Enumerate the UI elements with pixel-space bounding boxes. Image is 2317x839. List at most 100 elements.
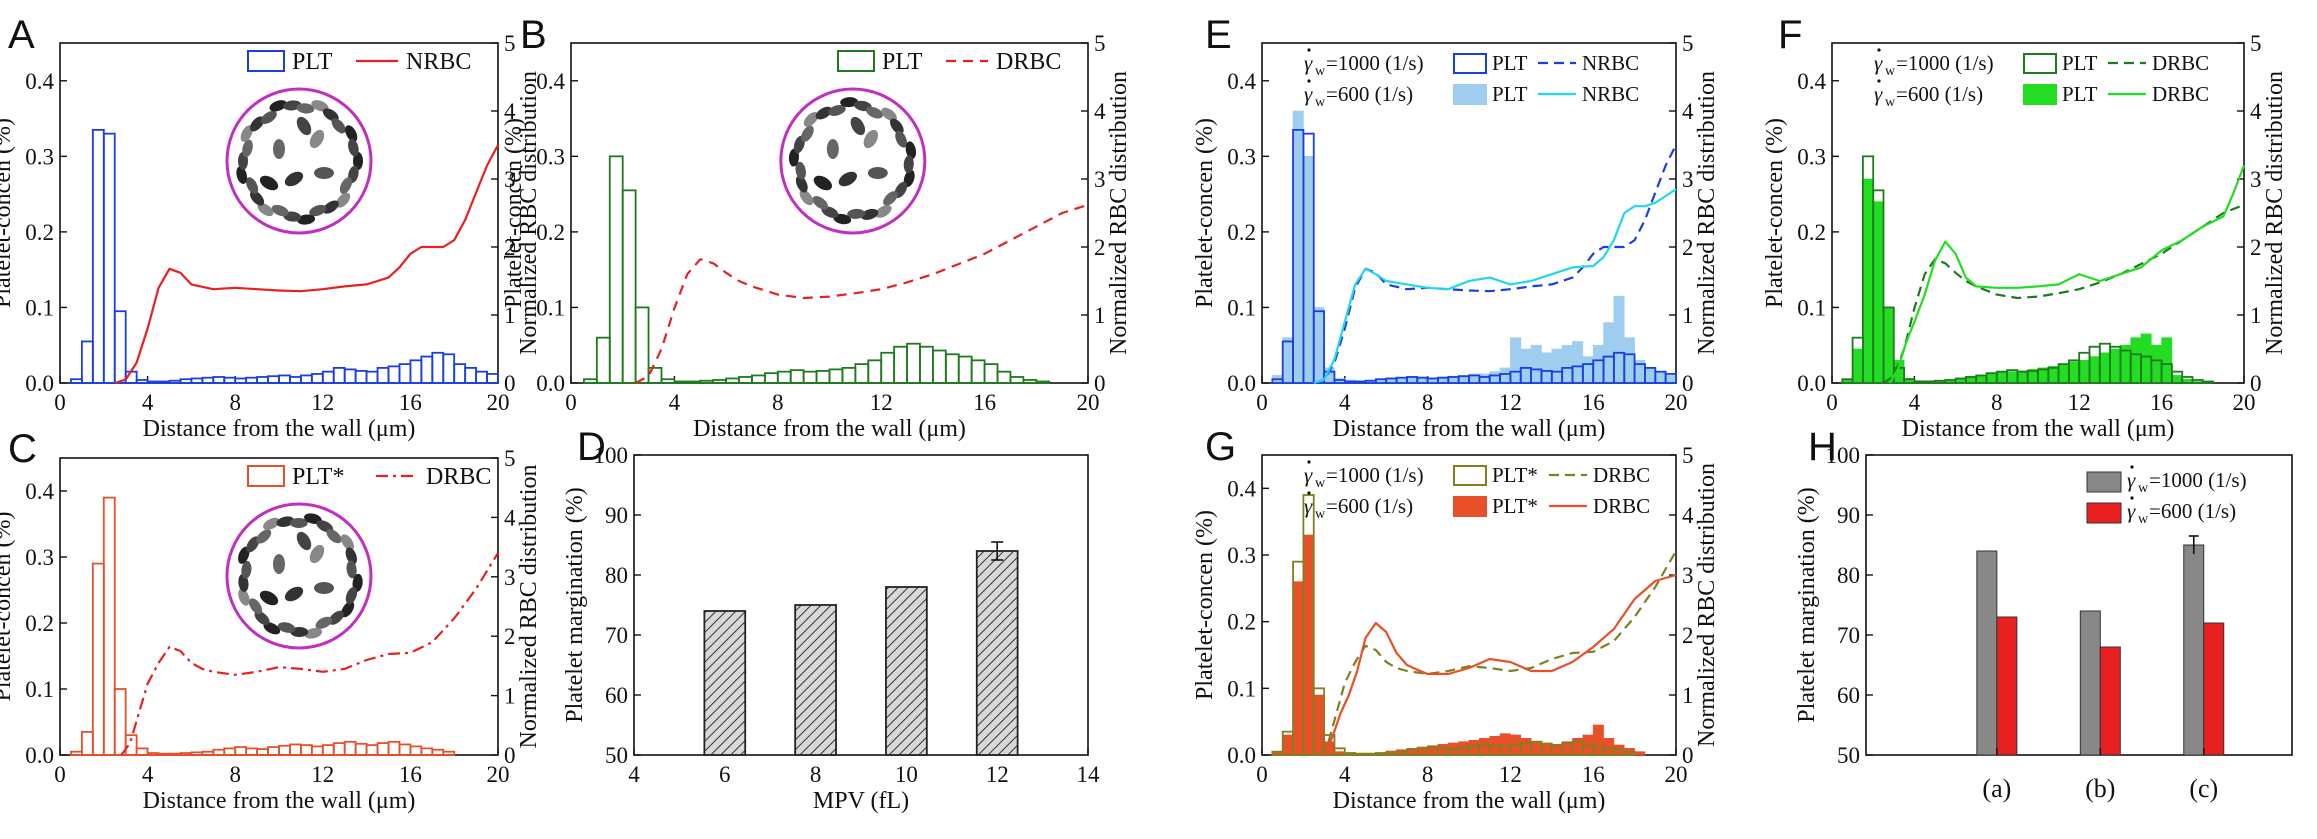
rbc-cell (296, 116, 312, 136)
rbc-cell (277, 622, 296, 633)
rbc-cell (905, 141, 917, 160)
x-tick-label: 16 (973, 390, 996, 415)
bar (442, 353, 456, 384)
y2-axis-label: Normalized RBC distribution (2262, 71, 2288, 355)
bar (1613, 295, 1625, 384)
x-tick-label: 0 (1256, 390, 1268, 415)
x-tick-label: 8 (810, 762, 822, 787)
bar (157, 752, 171, 756)
rbc-cell (875, 205, 892, 218)
bar (1655, 371, 1666, 384)
bar (365, 370, 379, 384)
bar (157, 380, 171, 384)
series-line (635, 203, 1089, 384)
gamma-subscript: w (1315, 507, 1326, 522)
x-tick-label: 6 (719, 762, 731, 787)
gamma-value: =1000 (1/s) (1896, 51, 1994, 75)
bar (1520, 348, 1532, 384)
y-tick-label: 0.3 (1797, 144, 1826, 169)
x-axis-label: Distance from the wall (μm) (143, 788, 416, 814)
bar (1303, 156, 1315, 384)
bar (2099, 352, 2111, 384)
panel-letter: C (8, 427, 37, 471)
bar (113, 688, 127, 756)
bar (256, 748, 269, 756)
bar (332, 366, 346, 384)
bar (1665, 375, 1677, 384)
y-tick-label: 0.3 (536, 144, 565, 169)
rbc-cell (850, 116, 866, 136)
bar (1883, 307, 1895, 384)
gamma-subscript: w (2138, 481, 2149, 496)
y2-tick-label: 5 (1094, 31, 1106, 56)
panel-letter: B (520, 13, 547, 57)
bar (647, 366, 663, 384)
bar (201, 376, 215, 384)
gamma-dot (1877, 79, 1881, 83)
bar (1035, 380, 1051, 384)
x-tick-label: 4 (142, 390, 154, 415)
gamma-value: =600 (1/s) (1326, 82, 1413, 106)
bar (854, 363, 870, 384)
bar (310, 373, 324, 384)
bar (431, 748, 445, 756)
bar (1468, 740, 1480, 756)
y2-tick-label: 3 (1682, 167, 1694, 192)
x-tick-label: 0 (54, 390, 66, 415)
panel-c: C0.00.10.20.30.40 4 8 12 16 20012345Normalize… (0, 427, 542, 814)
rbc-cell (236, 166, 248, 184)
rbc-cell (289, 518, 308, 529)
rbc-cell (326, 529, 342, 544)
series-line (120, 552, 499, 756)
bar (944, 353, 960, 384)
y2-tick-label: 0 (504, 371, 516, 396)
y-tick-label: 0.0 (25, 371, 54, 396)
x-tick-label: 4 (1339, 762, 1351, 787)
legend-label: PLT (882, 49, 923, 75)
series-line (1313, 188, 1677, 385)
bar (1996, 616, 2018, 756)
y-tick-label: 0.2 (1227, 610, 1256, 635)
y2-tick-label: 3 (504, 565, 516, 590)
rbc-cell (828, 104, 846, 116)
bar (1302, 132, 1315, 384)
y2-tick-label: 4 (504, 99, 516, 124)
bar (970, 359, 986, 384)
rbc-cell (833, 213, 852, 225)
x-tick-label: 8 (1422, 390, 1434, 415)
y2-axis-label: Normalized RBC distribution (516, 465, 542, 749)
bar (1489, 371, 1501, 384)
bar (376, 366, 390, 384)
rbc-cell (352, 573, 363, 592)
bar (2089, 356, 2101, 384)
gamma-value: =1000 (1/s) (1326, 463, 1424, 487)
bar (906, 342, 921, 384)
rbc-cell (883, 191, 898, 206)
gamma-value: =1000 (1/s) (1326, 51, 1424, 75)
rbc-cell (803, 112, 819, 127)
bar (2006, 371, 2018, 384)
y-tick-label: 60 (1837, 683, 1860, 708)
rbc-cell (284, 586, 304, 602)
x-tick-label: 20 (1665, 762, 1688, 787)
bar (409, 359, 423, 384)
legend-label: NRBC (1582, 51, 1639, 75)
legend-swatch (247, 50, 285, 72)
bar (1406, 376, 1418, 384)
x-axis-label: MPV (fL) (813, 788, 909, 814)
bar (975, 550, 1019, 756)
gamma-subscript: w (2138, 512, 2149, 527)
bar (486, 373, 499, 384)
bar (1479, 738, 1490, 756)
y-tick-label: 0.2 (1227, 220, 1256, 245)
bar (453, 363, 467, 384)
bar (1551, 348, 1563, 384)
bar (2048, 366, 2059, 384)
bar (1551, 744, 1563, 756)
gamma-dot (1307, 48, 1311, 52)
bar (1282, 734, 1294, 756)
rbc-cell (353, 152, 363, 170)
rbc-cell (273, 554, 285, 574)
legend-label: PLT (2062, 82, 2098, 106)
y2-tick-label: 2 (504, 624, 516, 649)
